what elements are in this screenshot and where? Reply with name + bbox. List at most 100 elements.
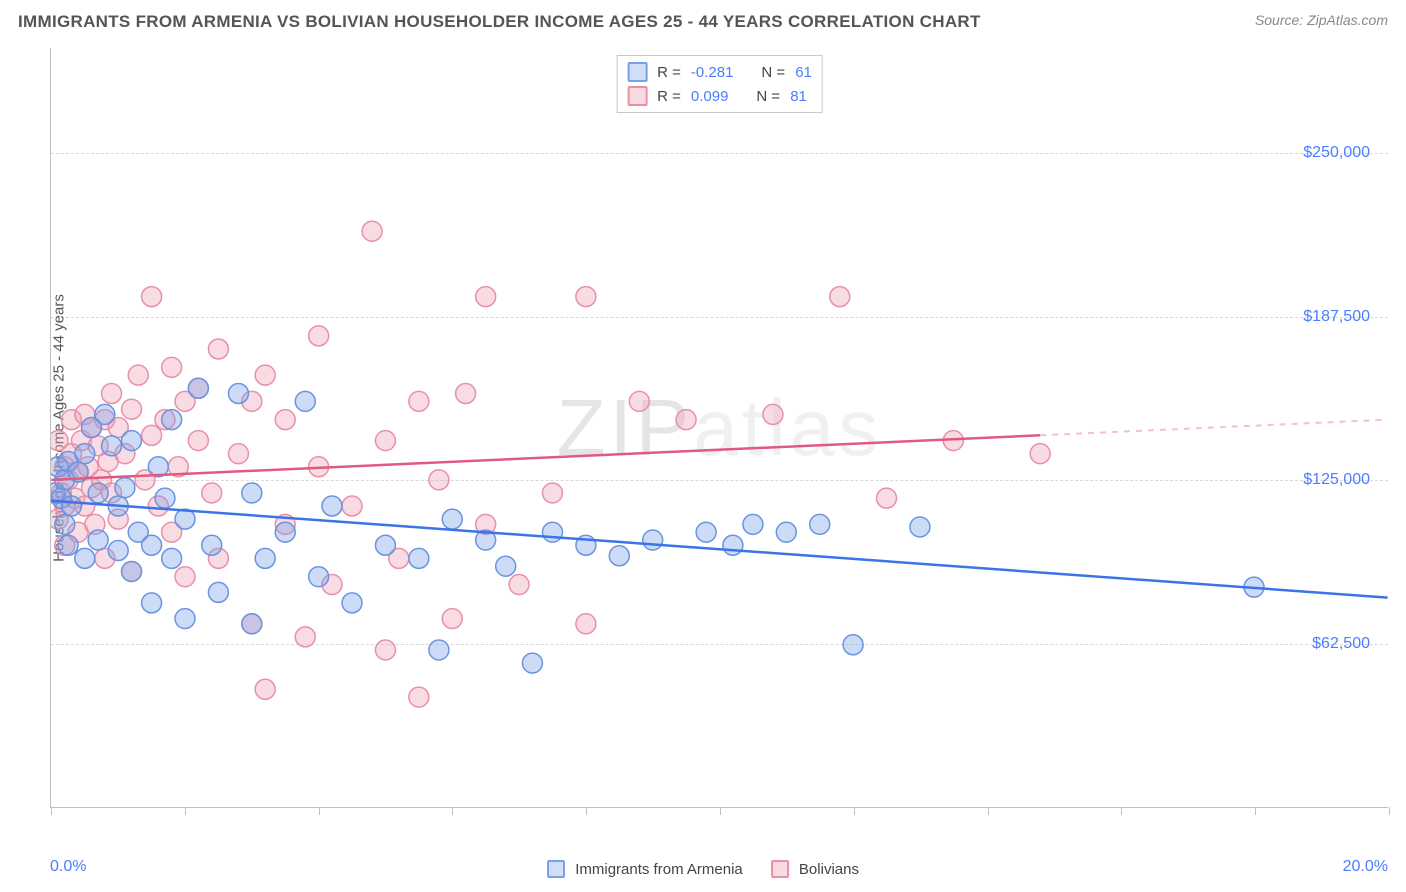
data-point — [142, 535, 162, 555]
data-point — [142, 287, 162, 307]
legend-series: Immigrants from Armenia Bolivians — [547, 860, 859, 878]
data-point — [309, 326, 329, 346]
data-point — [442, 609, 462, 629]
data-point — [208, 582, 228, 602]
data-point — [409, 687, 429, 707]
data-point — [456, 383, 476, 403]
scatter-svg — [51, 48, 1388, 807]
data-point — [409, 391, 429, 411]
data-point — [542, 522, 562, 542]
data-point — [295, 391, 315, 411]
data-point — [576, 287, 596, 307]
x-axis-max-label: 20.0% — [1343, 858, 1388, 876]
data-point — [175, 609, 195, 629]
data-point — [643, 530, 663, 550]
legend-label-armenia: Immigrants from Armenia — [575, 861, 743, 878]
data-point — [522, 653, 542, 673]
data-point — [910, 517, 930, 537]
data-point — [362, 221, 382, 241]
data-point — [95, 404, 115, 424]
data-point — [295, 627, 315, 647]
data-point — [255, 548, 275, 568]
x-tick — [720, 807, 721, 815]
data-point — [442, 509, 462, 529]
data-point — [61, 496, 81, 516]
data-point — [723, 535, 743, 555]
data-point — [743, 514, 763, 534]
data-point — [202, 535, 222, 555]
data-point — [115, 478, 135, 498]
data-point — [255, 365, 275, 385]
data-point — [509, 575, 529, 595]
legend-swatch-bolivians-2 — [771, 860, 789, 878]
data-point — [696, 522, 716, 542]
data-point — [476, 287, 496, 307]
data-point — [208, 339, 228, 359]
data-point — [830, 287, 850, 307]
x-tick — [452, 807, 453, 815]
data-point — [429, 640, 449, 660]
data-point — [275, 522, 295, 542]
data-point — [1030, 444, 1050, 464]
data-point — [88, 530, 108, 550]
x-tick — [1121, 807, 1122, 815]
data-point — [542, 483, 562, 503]
x-tick — [1389, 807, 1390, 815]
data-point — [102, 383, 122, 403]
data-point — [275, 410, 295, 430]
data-point — [122, 431, 142, 451]
chart-title: IMMIGRANTS FROM ARMENIA VS BOLIVIAN HOUS… — [18, 12, 981, 32]
x-tick — [854, 807, 855, 815]
data-point — [228, 444, 248, 464]
data-point — [162, 548, 182, 568]
data-point — [58, 535, 78, 555]
data-point — [202, 483, 222, 503]
data-point — [375, 535, 395, 555]
x-tick — [51, 807, 52, 815]
data-point — [375, 431, 395, 451]
trend-line — [51, 501, 1387, 598]
data-point — [629, 391, 649, 411]
data-point — [429, 470, 449, 490]
data-point — [155, 488, 175, 508]
data-point — [242, 483, 262, 503]
data-point — [409, 548, 429, 568]
data-point — [162, 357, 182, 377]
data-point — [122, 561, 142, 581]
x-tick — [1255, 807, 1256, 815]
data-point — [75, 548, 95, 568]
data-point — [375, 640, 395, 660]
x-tick — [319, 807, 320, 815]
data-point — [142, 425, 162, 445]
legend-swatch-armenia-2 — [547, 860, 565, 878]
data-point — [255, 679, 275, 699]
data-point — [843, 635, 863, 655]
legend-swatch-armenia — [627, 62, 647, 82]
data-point — [55, 514, 75, 534]
data-point — [108, 541, 128, 561]
data-point — [609, 546, 629, 566]
data-point — [228, 383, 248, 403]
data-point — [142, 593, 162, 613]
legend-swatch-bolivians — [627, 86, 647, 106]
data-point — [342, 593, 362, 613]
data-point — [162, 410, 182, 430]
source-attribution: Source: ZipAtlas.com — [1255, 12, 1388, 28]
x-tick — [586, 807, 587, 815]
data-point — [242, 614, 262, 634]
data-point — [877, 488, 897, 508]
x-tick — [988, 807, 989, 815]
data-point — [102, 436, 122, 456]
data-point — [496, 556, 516, 576]
data-point — [309, 567, 329, 587]
data-point — [322, 496, 342, 516]
plot-area: ZIPatlas $62,500$125,000$187,500$250,000… — [50, 48, 1388, 808]
data-point — [122, 399, 142, 419]
data-point — [128, 365, 148, 385]
data-point — [810, 514, 830, 534]
trend-line-extrapolated — [1040, 420, 1387, 436]
data-point — [175, 567, 195, 587]
data-point — [342, 496, 362, 516]
data-point — [776, 522, 796, 542]
data-point — [576, 614, 596, 634]
